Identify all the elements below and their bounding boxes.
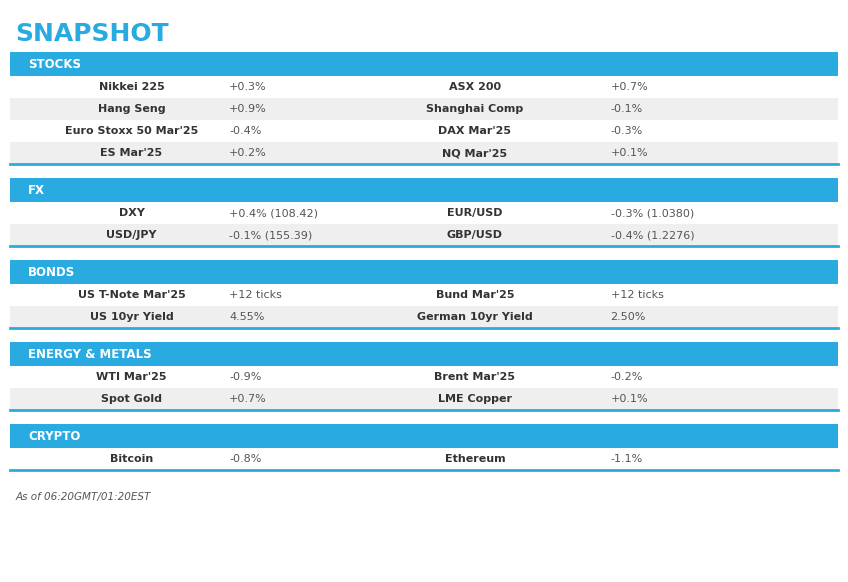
Text: +0.9%: +0.9% xyxy=(229,104,267,114)
Text: As of 06:20GMT/01:20EST: As of 06:20GMT/01:20EST xyxy=(15,492,151,502)
Text: -0.4%: -0.4% xyxy=(229,126,261,136)
Text: SNAPSHOT: SNAPSHOT xyxy=(15,22,169,46)
Text: German 10yr Yield: German 10yr Yield xyxy=(417,312,533,322)
Text: USD/JPY: USD/JPY xyxy=(106,230,157,240)
Text: -0.2%: -0.2% xyxy=(611,372,643,382)
Bar xyxy=(10,178,838,202)
Bar xyxy=(10,284,838,306)
Text: -0.1% (155.39): -0.1% (155.39) xyxy=(229,230,312,240)
Text: Hang Seng: Hang Seng xyxy=(98,104,165,114)
Text: WTI Mar'25: WTI Mar'25 xyxy=(96,372,167,382)
Text: Brent Mar'25: Brent Mar'25 xyxy=(434,372,516,382)
Bar xyxy=(10,224,838,246)
Text: +0.2%: +0.2% xyxy=(229,148,267,158)
Text: -0.4% (1.2276): -0.4% (1.2276) xyxy=(611,230,695,240)
Text: +12 ticks: +12 ticks xyxy=(611,290,663,300)
Bar xyxy=(10,388,838,410)
Text: GBP/USD: GBP/USD xyxy=(447,230,503,240)
Text: Ethereum: Ethereum xyxy=(444,454,505,464)
Bar xyxy=(10,120,838,142)
Text: 4.55%: 4.55% xyxy=(229,312,265,322)
Bar xyxy=(10,260,838,284)
Bar xyxy=(10,306,838,328)
Text: CRYPTO: CRYPTO xyxy=(28,430,81,442)
Text: +0.7%: +0.7% xyxy=(611,82,649,92)
Bar xyxy=(10,342,838,366)
Text: NQ Mar'25: NQ Mar'25 xyxy=(443,148,507,158)
Text: EUR/USD: EUR/USD xyxy=(447,208,503,218)
Bar xyxy=(10,424,838,448)
Text: ASX 200: ASX 200 xyxy=(449,82,501,92)
Text: -0.1%: -0.1% xyxy=(611,104,643,114)
Text: Spot Gold: Spot Gold xyxy=(101,394,162,404)
Text: Shanghai Comp: Shanghai Comp xyxy=(427,104,523,114)
Bar xyxy=(10,52,838,76)
Text: Nikkei 225: Nikkei 225 xyxy=(98,82,165,92)
Text: LME Copper: LME Copper xyxy=(438,394,512,404)
Text: Bitcoin: Bitcoin xyxy=(109,454,153,464)
Text: -0.9%: -0.9% xyxy=(229,372,261,382)
Text: -0.3% (1.0380): -0.3% (1.0380) xyxy=(611,208,694,218)
Text: +0.1%: +0.1% xyxy=(611,148,648,158)
Text: +0.4% (108.42): +0.4% (108.42) xyxy=(229,208,318,218)
Text: DXY: DXY xyxy=(119,208,144,218)
Text: US 10yr Yield: US 10yr Yield xyxy=(90,312,173,322)
Text: US T-Note Mar'25: US T-Note Mar'25 xyxy=(77,290,186,300)
Text: Euro Stoxx 50 Mar'25: Euro Stoxx 50 Mar'25 xyxy=(64,126,198,136)
Text: STOCKS: STOCKS xyxy=(28,58,81,70)
Bar xyxy=(10,76,838,98)
Text: 2.50%: 2.50% xyxy=(611,312,646,322)
Text: +0.1%: +0.1% xyxy=(611,394,648,404)
Text: -0.3%: -0.3% xyxy=(611,126,643,136)
Bar xyxy=(10,448,838,470)
Text: ENERGY & METALS: ENERGY & METALS xyxy=(28,347,152,360)
Bar xyxy=(10,202,838,224)
Text: FX: FX xyxy=(28,183,45,197)
Text: ES Mar'25: ES Mar'25 xyxy=(100,148,163,158)
Bar xyxy=(10,142,838,164)
Text: BONDS: BONDS xyxy=(28,265,75,279)
Text: Bund Mar'25: Bund Mar'25 xyxy=(436,290,514,300)
Text: DAX Mar'25: DAX Mar'25 xyxy=(438,126,511,136)
Text: +0.3%: +0.3% xyxy=(229,82,266,92)
Text: +12 ticks: +12 ticks xyxy=(229,290,282,300)
Text: -0.8%: -0.8% xyxy=(229,454,261,464)
Bar xyxy=(10,98,838,120)
Text: +0.7%: +0.7% xyxy=(229,394,267,404)
Bar xyxy=(10,366,838,388)
Text: -1.1%: -1.1% xyxy=(611,454,643,464)
